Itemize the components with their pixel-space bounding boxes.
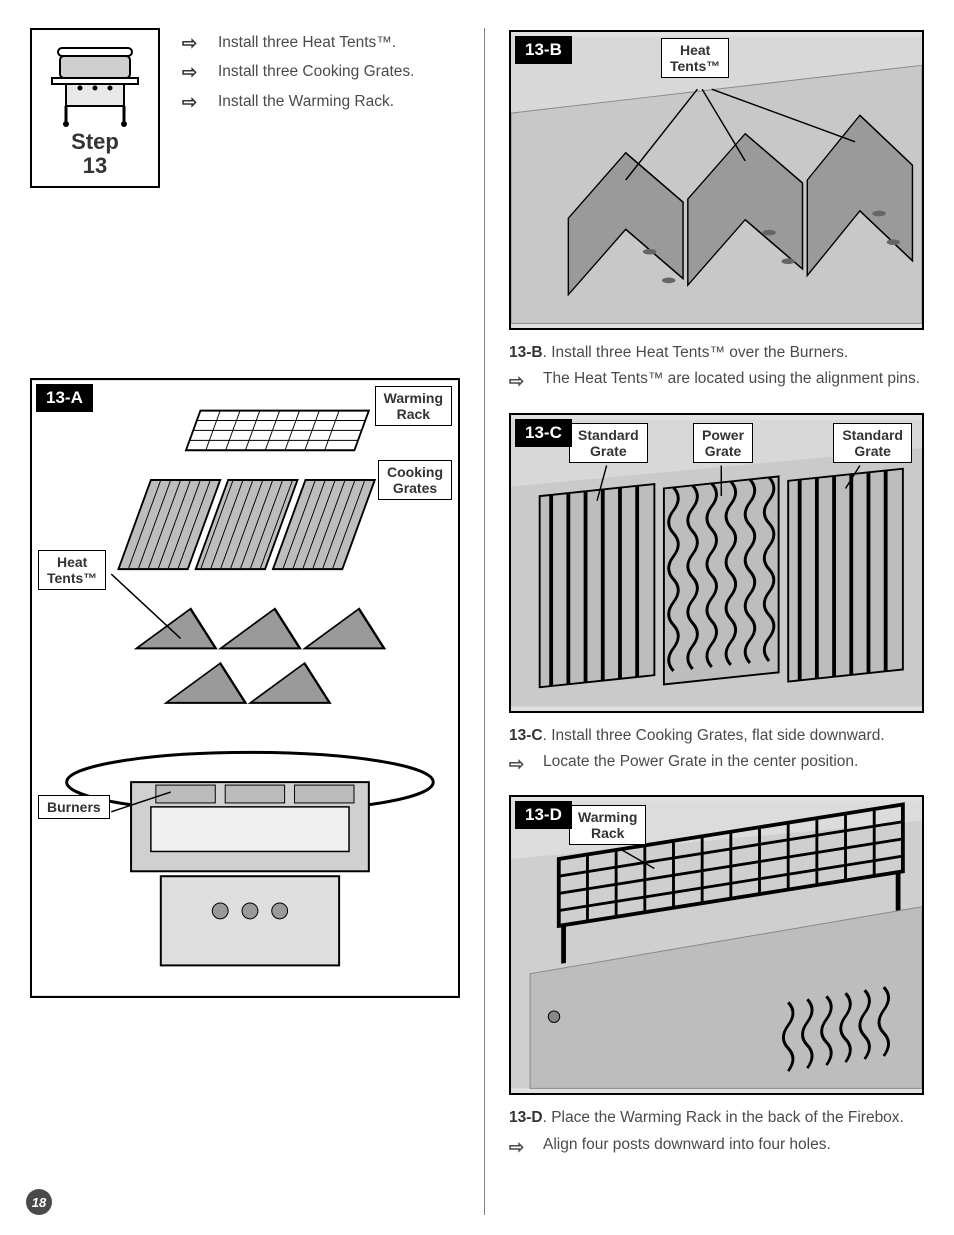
figure-tag: 13-A [36,384,93,412]
step-label-line2: 13 [71,154,119,178]
callout-warming-rack: Warming Rack [569,805,646,845]
figure-tag: 13-B [515,36,572,64]
caption-bold: 13-B [509,344,543,361]
caption-sub: ⇨ The Heat Tents™ are located using the … [509,368,924,394]
step-label: Step 13 [71,130,119,178]
callout-text: Warming Rack [384,390,443,422]
bullet-item: ⇨ Install three Cooking Grates. [182,61,460,84]
bullet-item: ⇨ Install the Warming Rack. [182,91,460,114]
intro-bullets: ⇨ Install three Heat Tents™. ⇨ Install t… [182,28,460,120]
callout-text: Standard Grate [842,427,903,459]
caption-13c: 13-C. Install three Cooking Grates, flat… [509,725,924,782]
caption-rest: . Place the Warming Rack in the back of … [543,1109,904,1126]
callout-standard-grate-left: Standard Grate [569,423,648,463]
caption-sub-text: Locate the Power Grate in the center pos… [543,751,858,773]
callout-cooking-grates: Cooking Grates [378,460,452,500]
caption-sub: ⇨ Locate the Power Grate in the center p… [509,751,924,777]
arrow-icon: ⇨ [182,61,204,84]
right-column: 13-B [509,28,924,1215]
caption-rest: . Install three Cooking Grates, flat sid… [543,727,885,744]
callout-text: Warming Rack [578,809,637,841]
step-label-line1: Step [71,130,119,154]
bullet-text: Install the Warming Rack. [218,91,394,113]
callout-text: Burners [47,799,101,815]
caption-main: 13-C. Install three Cooking Grates, flat… [509,725,924,747]
bullet-text: Install three Heat Tents™. [218,32,396,54]
figure-13d: 13-D [509,795,924,1095]
bullet-text: Install three Cooking Grates. [218,61,414,83]
step-icon-box: Step 13 [30,28,160,188]
callout-warming-rack: Warming Rack [375,386,452,426]
caption-main: 13-B. Install three Heat Tents™ over the… [509,342,924,364]
step-header: Step 13 ⇨ Install three Heat Tents™. ⇨ I… [30,28,460,188]
callout-text: Power Grate [702,427,744,459]
figure-13c: 13-C [509,413,924,713]
bullet-item: ⇨ Install three Heat Tents™. [182,32,460,55]
caption-13b: 13-B. Install three Heat Tents™ over the… [509,342,924,399]
left-column: Step 13 ⇨ Install three Heat Tents™. ⇨ I… [30,28,460,1215]
page-number-text: 18 [32,1195,46,1210]
column-divider [484,28,485,1215]
caption-bold: 13-D [509,1109,543,1126]
callout-text: Standard Grate [578,427,639,459]
callout-heat-tents: Heat Tents™ [661,38,729,78]
arrow-icon: ⇨ [182,32,204,55]
caption-rest: . Install three Heat Tents™ over the Bur… [543,344,849,361]
caption-sub: ⇨ Align four posts downward into four ho… [509,1134,924,1160]
caption-13d: 13-D. Place the Warming Rack in the back… [509,1107,924,1164]
callout-heat-tents: Heat Tents™ [38,550,106,590]
figure-13a: 13-A [30,378,460,998]
callout-burners: Burners [38,795,110,819]
arrow-icon: ⇨ [509,1134,531,1160]
callout-power-grate: Power Grate [693,423,753,463]
arrow-icon: ⇨ [509,751,531,777]
arrow-icon: ⇨ [509,368,531,394]
figure-tag: 13-D [515,801,572,829]
grill-icon [40,38,150,128]
arrow-icon: ⇨ [182,91,204,114]
figure-tag: 13-C [515,419,572,447]
caption-main: 13-D. Place the Warming Rack in the back… [509,1107,924,1129]
callout-text: Heat Tents™ [47,554,97,586]
callout-standard-grate-right: Standard Grate [833,423,912,463]
page-number: 18 [26,1189,52,1215]
caption-sub-text: Align four posts downward into four hole… [543,1134,831,1156]
caption-bold: 13-C [509,727,543,744]
figure-13b: 13-B [509,30,924,330]
caption-sub-text: The Heat Tents™ are located using the al… [543,368,920,390]
callout-text: Heat Tents™ [670,42,720,74]
callout-text: Cooking Grates [387,464,443,496]
